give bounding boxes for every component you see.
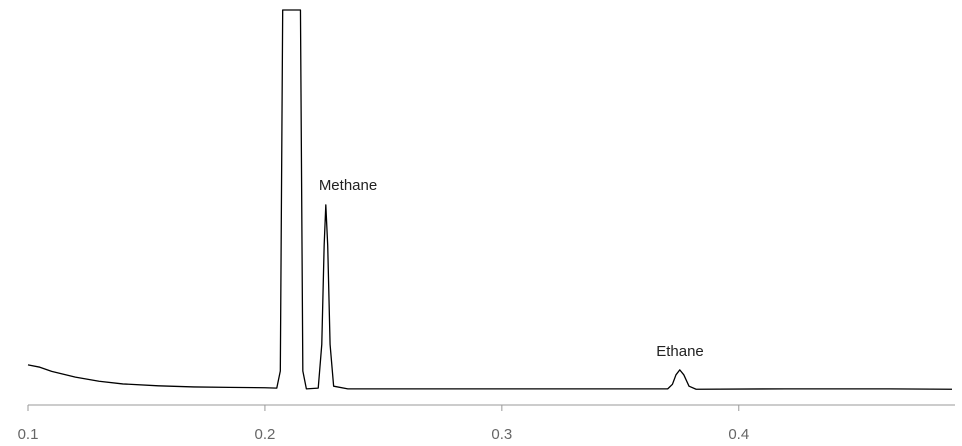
x-tick-label: 0.4 — [728, 426, 749, 443]
annotation: Methane — [319, 177, 377, 194]
x-tick-label: 0.1 — [18, 426, 39, 443]
x-tick-label: 0.2 — [254, 426, 275, 443]
annotation: Ethane — [656, 343, 704, 360]
x-tick-label: 0.3 — [491, 426, 512, 443]
chromatogram-line — [27, 9, 953, 390]
